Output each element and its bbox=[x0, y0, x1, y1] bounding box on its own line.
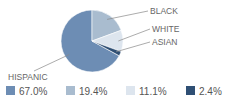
slice-label: WHITE bbox=[152, 24, 180, 34]
legend-swatch bbox=[186, 86, 195, 95]
slice-label: ASIAN bbox=[152, 37, 178, 47]
leader-line bbox=[34, 55, 69, 72]
legend-label: 67.0% bbox=[19, 86, 47, 97]
leader-line bbox=[107, 11, 148, 19]
legend-label: 2.4% bbox=[199, 86, 222, 97]
legend-swatch bbox=[66, 86, 75, 95]
slice-label: HISPANIC bbox=[8, 72, 48, 82]
legend-label: 11.1% bbox=[139, 86, 167, 97]
legend-swatch bbox=[126, 86, 135, 95]
pie-slice bbox=[92, 41, 121, 56]
pie bbox=[61, 10, 123, 72]
chart-svg: HISPANIC BLACK WHITE ASIAN 67.0% 19.4% 11.1% 2.… bbox=[0, 0, 240, 100]
legend: 67.0% 19.4% 11.1% 2.4% bbox=[6, 86, 222, 97]
legend-swatch bbox=[6, 86, 15, 95]
leader-line bbox=[118, 29, 150, 41]
legend-label: 19.4% bbox=[79, 86, 107, 97]
chart-root: HISPANIC BLACK WHITE ASIAN 67.0% 19.4% 11.1% 2.… bbox=[0, 0, 240, 100]
slice-label: BLACK bbox=[150, 6, 178, 16]
leader-line bbox=[116, 42, 150, 52]
